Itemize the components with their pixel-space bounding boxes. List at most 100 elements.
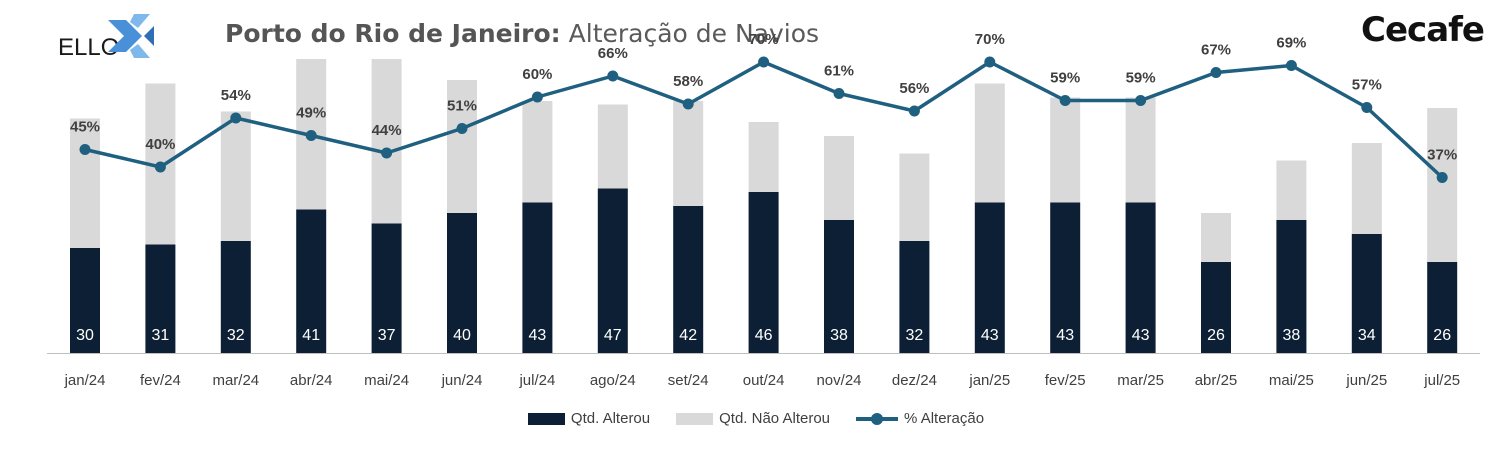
bar-nao-alterou	[371, 59, 402, 224]
x-tick-label: jun/25	[1345, 372, 1387, 389]
x-tick-label: abr/24	[290, 372, 333, 389]
x-tick-label: mai/25	[1269, 372, 1314, 389]
chart-svg: 30 jan/24 31 fev/24 32 mar/24 41 abr/24 37 mai/24…	[47, 31, 1480, 389]
pct-label: 67%	[1201, 42, 1231, 59]
bar-nao-alterou	[748, 122, 779, 192]
x-tick-label: fev/25	[1045, 372, 1086, 389]
bar-alterou	[1050, 202, 1081, 353]
pct-point	[456, 123, 468, 134]
pct-label: 59%	[1126, 70, 1156, 87]
data-label-alterou: 40	[453, 327, 471, 344]
x-tick-label: mar/24	[212, 372, 259, 389]
legend-swatch-alterou	[527, 412, 565, 425]
x-tick-label: jun/24	[441, 372, 483, 389]
bar-alterou	[1427, 262, 1458, 353]
data-label-alterou: 42	[679, 327, 697, 344]
bar-alterou	[1351, 234, 1382, 353]
bar-alterou	[371, 223, 402, 353]
bar-alterou	[447, 213, 477, 353]
pct-label: 70%	[975, 31, 1005, 48]
bar-alterou	[1125, 202, 1156, 353]
legend: Qtd. Alterou Qtd. Não Alterou % Alteraçã…	[0, 410, 1512, 427]
data-label-alterou: 30	[76, 327, 94, 344]
data-label-alterou: 26	[1433, 327, 1451, 344]
legend-item-nao-alterou: Qtd. Não Alterou	[676, 410, 830, 427]
data-label-alterou: 32	[227, 327, 245, 344]
pct-point	[1285, 60, 1297, 71]
x-tick-label: jan/25	[968, 372, 1010, 389]
bar-alterou	[145, 244, 176, 353]
x-tick-label: mar/25	[1117, 372, 1164, 389]
pct-point	[1436, 172, 1448, 183]
data-label-alterou: 26	[1207, 327, 1225, 344]
x-tick-label: mai/24	[364, 372, 409, 389]
bar-nao-alterou	[1351, 143, 1382, 234]
legend-label-nao-alterou: Qtd. Não Alterou	[719, 410, 831, 427]
x-tick-label: jul/24	[518, 372, 555, 389]
bar-nao-alterou	[1050, 97, 1081, 203]
bar-alterou	[974, 202, 1005, 353]
ello-logo-text: ELLO	[58, 34, 120, 61]
pct-label: 69%	[1276, 35, 1306, 52]
bar-alterou	[220, 241, 251, 353]
pct-point	[984, 56, 996, 68]
data-label-alterou: 47	[604, 327, 622, 344]
pct-point	[682, 98, 694, 110]
pct-point	[1135, 95, 1147, 106]
data-label-alterou: 41	[302, 327, 320, 344]
pct-label: 57%	[1352, 77, 1382, 94]
pct-label: 40%	[145, 136, 175, 153]
pct-point	[1059, 95, 1071, 106]
pct-label: 61%	[824, 63, 854, 80]
x-tick-label: jan/24	[64, 372, 106, 389]
pct-label: 49%	[296, 105, 326, 122]
bar-nao-alterou	[1427, 108, 1458, 262]
bar-nao-alterou	[220, 111, 251, 241]
data-label-alterou: 43	[1056, 327, 1074, 344]
legend-swatch-nao-alterou	[676, 412, 714, 425]
data-label-alterou: 43	[529, 327, 547, 344]
bar-nao-alterou	[1276, 160, 1307, 220]
bar-alterou	[296, 209, 327, 353]
chart-title: Porto do Rio de Janeiro: Alteração de Na…	[225, 19, 819, 48]
data-label-alterou: 38	[830, 327, 848, 344]
bar-nao-alterou	[899, 153, 930, 241]
legend-item-alterou: Qtd. Alterou	[527, 410, 651, 427]
data-label-alterou: 32	[906, 327, 924, 344]
x-tick-label: ago/24	[590, 372, 636, 389]
bar-alterou	[1201, 262, 1231, 353]
bar-nao-alterou	[597, 104, 628, 189]
bar-nao-alterou	[522, 101, 553, 203]
bar-alterou	[70, 248, 100, 353]
bar-nao-alterou	[673, 101, 704, 206]
x-tick-label: abr/25	[1195, 372, 1238, 389]
pct-label: 60%	[522, 66, 552, 83]
cecafe-logo-text: Cecafe	[1361, 10, 1485, 50]
legend-swatch-pct	[856, 412, 899, 426]
pct-point	[833, 88, 845, 99]
data-label-alterou: 34	[1358, 327, 1376, 344]
pct-label: 45%	[70, 119, 100, 136]
legend-item-pct: % Alteração	[856, 410, 984, 427]
pct-point	[79, 144, 91, 155]
pct-point	[381, 147, 393, 159]
pct-label: 51%	[447, 98, 477, 115]
pct-point	[1210, 67, 1222, 78]
pct-label: 58%	[673, 73, 703, 90]
bar-alterou	[522, 202, 553, 353]
bar-alterou	[824, 220, 854, 353]
bar-alterou	[673, 206, 704, 353]
pct-label: 37%	[1427, 147, 1457, 164]
pct-point	[230, 112, 242, 124]
data-label-alterou: 43	[981, 327, 999, 344]
x-tick-label: out/24	[743, 372, 785, 389]
pct-label: 54%	[221, 87, 251, 104]
bar-nao-alterou	[1125, 97, 1156, 203]
bar-nao-alterou	[447, 80, 477, 213]
legend-label-alterou: Qtd. Alterou	[570, 410, 651, 427]
data-label-alterou: 43	[1132, 327, 1150, 344]
x-tick-label: set/24	[668, 372, 709, 389]
ello-logo: ELLO	[28, 10, 158, 62]
pct-point	[1361, 102, 1373, 113]
bar-alterou	[597, 188, 628, 353]
